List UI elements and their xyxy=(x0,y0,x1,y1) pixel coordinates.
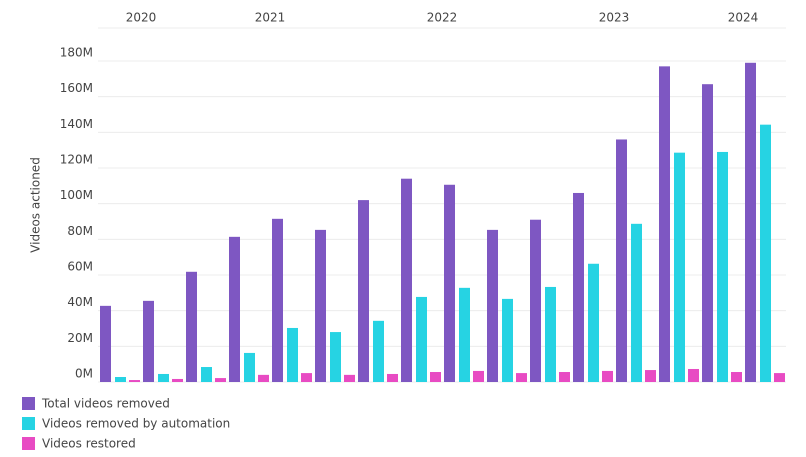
bar xyxy=(616,139,627,382)
y-tick-label: 160M xyxy=(60,81,93,95)
bar xyxy=(416,296,427,382)
y-tick-label: 0M xyxy=(75,367,93,381)
y-tick-label: 120M xyxy=(60,153,93,167)
legend-label: Total videos removed xyxy=(41,397,170,411)
bar xyxy=(487,229,498,382)
bar xyxy=(287,327,298,382)
y-tick-label: 180M xyxy=(60,46,93,60)
bar xyxy=(430,372,441,382)
bar xyxy=(344,374,355,382)
y-tick-label: 100M xyxy=(60,188,93,202)
y-axis-title: Videos actioned xyxy=(29,157,43,253)
bar xyxy=(244,352,255,382)
bar xyxy=(444,184,455,382)
legend-label: Videos restored xyxy=(42,437,136,451)
bar xyxy=(100,305,111,382)
y-tick-label: 20M xyxy=(67,331,93,345)
bar xyxy=(301,373,312,382)
bar xyxy=(502,298,513,382)
bar xyxy=(731,372,742,382)
bar xyxy=(172,378,183,382)
year-label: 2024 xyxy=(728,11,759,25)
bar xyxy=(645,370,656,382)
bar xyxy=(516,373,527,382)
year-label: 2022 xyxy=(427,11,458,25)
bar xyxy=(631,223,642,382)
year-label: 2021 xyxy=(255,11,286,25)
legend-swatch xyxy=(22,397,35,410)
bar xyxy=(760,124,771,382)
bar xyxy=(545,286,556,382)
bar xyxy=(588,263,599,382)
y-tick-label: 40M xyxy=(67,295,93,309)
bar xyxy=(473,370,484,382)
bar xyxy=(387,373,398,382)
bar xyxy=(115,377,126,382)
bar xyxy=(129,380,140,382)
bar xyxy=(143,300,154,382)
legend-label: Videos removed by automation xyxy=(42,417,230,431)
bar xyxy=(688,368,699,382)
bar xyxy=(201,367,212,382)
bar xyxy=(717,151,728,382)
y-tick-label: 140M xyxy=(60,117,93,131)
bar xyxy=(401,178,412,382)
bar xyxy=(330,332,341,382)
bar xyxy=(774,373,785,382)
bar xyxy=(659,66,670,382)
bar xyxy=(358,200,369,382)
bar xyxy=(215,378,226,382)
bar xyxy=(745,62,756,383)
bar xyxy=(530,219,541,382)
bar xyxy=(272,218,283,382)
legend-swatch xyxy=(22,437,35,450)
bar xyxy=(229,236,240,382)
y-tick-label: 60M xyxy=(67,260,93,274)
year-label: 2020 xyxy=(126,11,157,25)
bar xyxy=(573,192,584,382)
bar xyxy=(674,152,685,382)
y-tick-label: 80M xyxy=(67,224,93,238)
bar xyxy=(702,84,713,382)
bar xyxy=(315,229,326,382)
bar xyxy=(602,370,613,382)
bar xyxy=(559,372,570,382)
bar xyxy=(258,374,269,382)
bar xyxy=(158,373,169,382)
bar xyxy=(373,320,384,382)
bar xyxy=(186,271,197,382)
bar xyxy=(459,287,470,382)
year-label: 2023 xyxy=(599,11,630,25)
legend-swatch xyxy=(22,417,35,430)
